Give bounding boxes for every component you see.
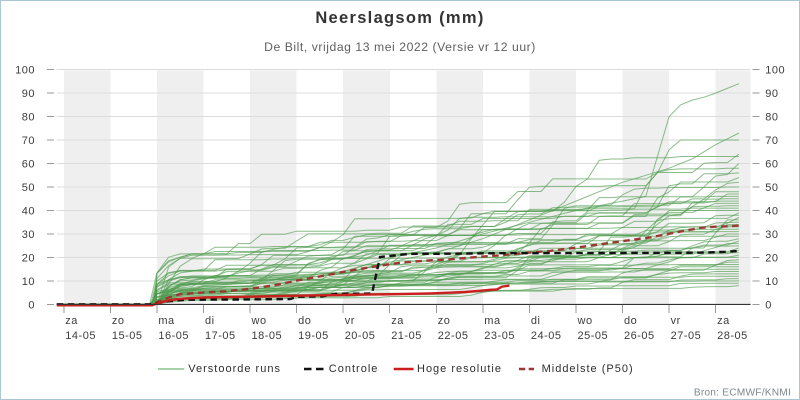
svg-text:70: 70 — [22, 135, 35, 147]
svg-text:za: za — [391, 315, 404, 327]
svg-text:15-05: 15-05 — [112, 330, 143, 342]
svg-text:16-05: 16-05 — [158, 330, 189, 342]
svg-text:50: 50 — [22, 182, 35, 194]
svg-text:Neerslagsom (mm): Neerslagsom (mm) — [315, 9, 484, 27]
svg-text:zo: zo — [438, 315, 451, 327]
svg-text:Middelste (P50): Middelste (P50) — [542, 363, 634, 375]
svg-text:wo: wo — [251, 315, 267, 327]
svg-text:21-05: 21-05 — [391, 330, 422, 342]
svg-text:23-05: 23-05 — [484, 330, 515, 342]
svg-text:di: di — [531, 315, 541, 327]
svg-text:40: 40 — [765, 206, 778, 218]
svg-text:di: di — [205, 315, 215, 327]
svg-text:Verstoorde runs: Verstoorde runs — [188, 363, 281, 375]
svg-text:25-05: 25-05 — [578, 330, 609, 342]
svg-text:30: 30 — [22, 229, 35, 241]
svg-text:ma: ma — [484, 315, 501, 327]
svg-text:do: do — [298, 315, 311, 327]
svg-text:10: 10 — [765, 276, 778, 288]
svg-text:vr: vr — [345, 315, 355, 327]
svg-text:100: 100 — [765, 65, 785, 77]
svg-text:14-05: 14-05 — [65, 330, 96, 342]
svg-text:90: 90 — [765, 88, 778, 100]
svg-text:80: 80 — [22, 112, 35, 124]
svg-text:do: do — [624, 315, 637, 327]
svg-text:10: 10 — [22, 276, 35, 288]
svg-text:24-05: 24-05 — [531, 330, 562, 342]
svg-text:20: 20 — [765, 252, 778, 264]
svg-text:20-05: 20-05 — [345, 330, 376, 342]
svg-text:zo: zo — [112, 315, 125, 327]
svg-text:30: 30 — [765, 229, 778, 241]
svg-text:0: 0 — [28, 299, 35, 311]
svg-text:Bron: ECMWF/KNMI: Bron: ECMWF/KNMI — [694, 388, 791, 399]
svg-text:70: 70 — [765, 135, 778, 147]
svg-text:90: 90 — [22, 88, 35, 100]
svg-text:20: 20 — [22, 252, 35, 264]
svg-text:100: 100 — [15, 65, 35, 77]
svg-text:60: 60 — [22, 159, 35, 171]
svg-text:40: 40 — [22, 206, 35, 218]
svg-text:Hoge resolutie: Hoge resolutie — [417, 363, 502, 375]
svg-text:80: 80 — [765, 112, 778, 124]
svg-text:50: 50 — [765, 182, 778, 194]
svg-text:28-05: 28-05 — [717, 330, 748, 342]
svg-text:za: za — [717, 315, 730, 327]
svg-text:wo: wo — [577, 315, 593, 327]
svg-text:17-05: 17-05 — [205, 330, 236, 342]
svg-text:19-05: 19-05 — [298, 330, 329, 342]
svg-text:18-05: 18-05 — [252, 330, 283, 342]
svg-text:27-05: 27-05 — [671, 330, 702, 342]
svg-text:vr: vr — [671, 315, 681, 327]
svg-text:De Bilt, vrijdag 13 mei 2022 (: De Bilt, vrijdag 13 mei 2022 (Versie vr … — [264, 40, 536, 54]
svg-text:60: 60 — [765, 159, 778, 171]
svg-text:ma: ma — [158, 315, 175, 327]
svg-text:za: za — [65, 315, 78, 327]
svg-text:Controle: Controle — [329, 363, 379, 375]
svg-text:0: 0 — [765, 299, 772, 311]
svg-text:22-05: 22-05 — [438, 330, 469, 342]
svg-text:26-05: 26-05 — [624, 330, 655, 342]
